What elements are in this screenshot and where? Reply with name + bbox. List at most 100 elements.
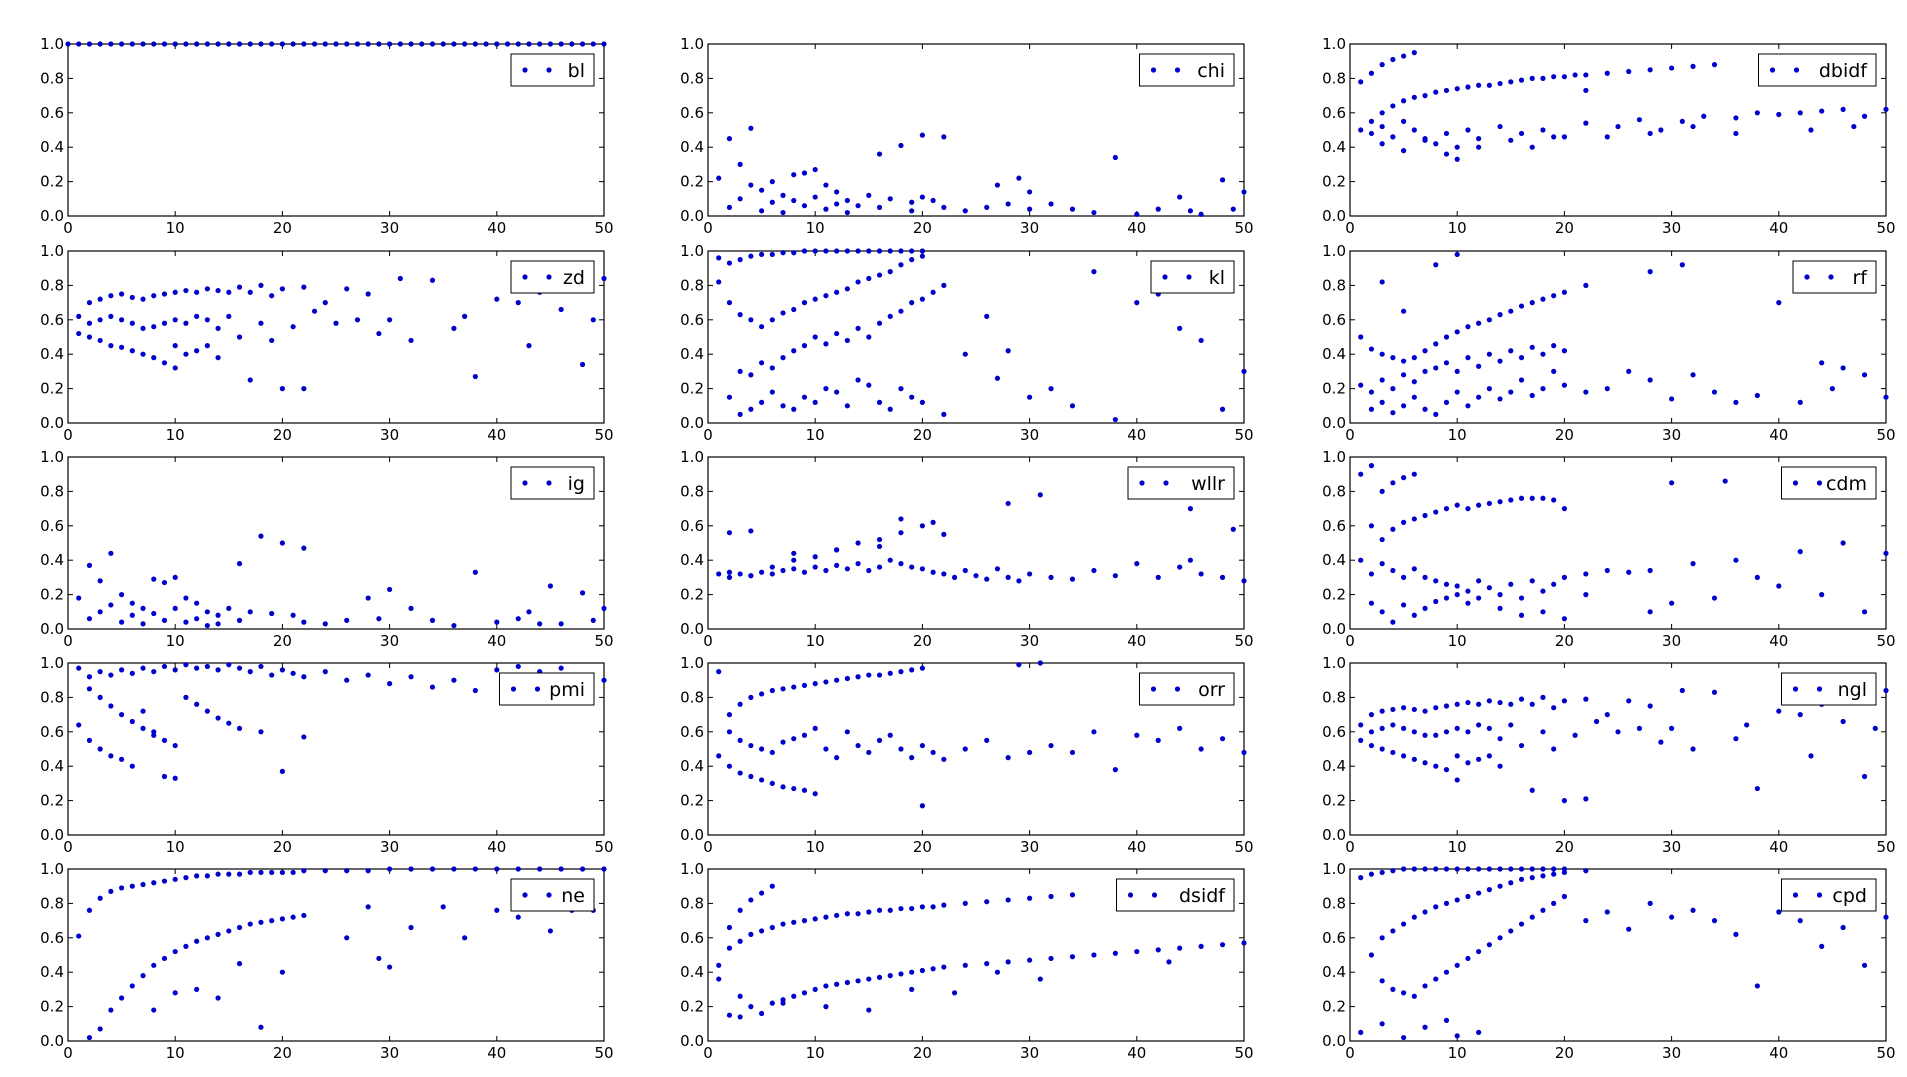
data-point	[226, 41, 232, 47]
y-tick-label: 0.0	[680, 207, 704, 225]
data-point	[429, 866, 436, 872]
data-point	[726, 569, 733, 575]
legend-marker	[1816, 480, 1823, 486]
data-point	[151, 669, 157, 675]
x-tick-label: 20	[273, 838, 292, 856]
data-point	[558, 621, 564, 627]
x-tick-label: 0	[1345, 838, 1355, 856]
x-tick-label: 40	[487, 632, 506, 650]
data-point	[129, 718, 135, 725]
y-tick-label: 1.0	[680, 860, 704, 878]
data-point	[1241, 189, 1247, 195]
data-point	[172, 990, 178, 996]
data-point	[780, 686, 786, 692]
data-point	[726, 530, 733, 536]
data-point	[1626, 698, 1632, 704]
data-point	[909, 248, 915, 254]
data-point	[1840, 718, 1846, 725]
data-point	[1529, 75, 1535, 81]
data-point	[151, 355, 157, 361]
data-point	[844, 403, 850, 409]
data-point	[1518, 130, 1525, 137]
data-point	[812, 725, 818, 731]
data-point	[1476, 1029, 1482, 1035]
data-point	[1497, 866, 1503, 872]
data-point	[451, 325, 457, 331]
data-point	[780, 209, 786, 216]
data-point	[76, 722, 82, 728]
x-tick-label: 40	[487, 219, 506, 237]
x-tick-label: 0	[63, 838, 73, 856]
data-point	[812, 681, 818, 687]
data-point	[1679, 687, 1685, 694]
data-point	[737, 907, 743, 913]
data-point	[547, 41, 554, 47]
data-point	[941, 134, 947, 140]
x-tick-label: 10	[166, 219, 185, 237]
data-point	[301, 619, 307, 625]
data-point	[1411, 379, 1417, 385]
data-point	[1486, 887, 1492, 893]
data-point	[748, 372, 754, 378]
data-point	[236, 617, 243, 624]
data-point	[86, 907, 93, 913]
data-point	[1134, 948, 1140, 955]
data-point	[97, 694, 103, 701]
data-point	[930, 569, 936, 575]
data-point	[601, 605, 607, 611]
data-point	[1454, 156, 1460, 162]
data-point	[1529, 701, 1535, 707]
data-point	[748, 931, 754, 937]
x-tick-label: 0	[63, 1044, 73, 1062]
x-tick-label: 20	[273, 1044, 292, 1062]
data-point	[601, 41, 607, 47]
data-point	[791, 993, 797, 999]
y-tick-label: 0.8	[680, 276, 704, 294]
y-tick-label: 0.6	[1322, 311, 1346, 329]
data-point	[1486, 698, 1492, 704]
legend-marker	[546, 480, 552, 486]
data-point	[1776, 708, 1782, 714]
legend-label: bl	[568, 60, 585, 82]
data-point	[1155, 737, 1161, 744]
data-point	[1390, 749, 1396, 756]
data-point	[1016, 662, 1022, 668]
y-tick-label: 1.0	[680, 654, 704, 672]
data-point	[1636, 117, 1643, 123]
data-point	[215, 871, 221, 877]
data-point	[866, 1007, 872, 1013]
y-tick-label: 0.0	[680, 414, 704, 432]
data-point	[1422, 1024, 1428, 1030]
data-point	[855, 540, 861, 546]
data-point	[1583, 389, 1589, 395]
data-point	[472, 373, 478, 380]
data-point	[1177, 945, 1183, 951]
data-point	[311, 41, 318, 47]
x-tick-label: 10	[806, 838, 825, 856]
x-tick-label: 10	[1448, 838, 1467, 856]
data-point	[194, 665, 200, 671]
data-point	[1112, 950, 1118, 956]
y-tick-label: 1.0	[40, 860, 64, 878]
data-point	[951, 990, 958, 996]
data-point	[1048, 201, 1054, 207]
x-tick-label: 10	[166, 632, 185, 650]
data-point	[1358, 471, 1364, 477]
data-point	[76, 595, 82, 601]
data-point	[1379, 399, 1385, 405]
data-point	[1476, 890, 1482, 896]
x-tick-label: 20	[1555, 426, 1574, 444]
data-point	[748, 528, 754, 534]
data-point	[129, 41, 135, 47]
data-point	[769, 571, 775, 577]
data-point	[119, 756, 125, 762]
data-point	[1540, 873, 1546, 879]
y-tick-label: 1.0	[1322, 242, 1346, 260]
data-point	[984, 313, 990, 319]
data-point	[994, 969, 1001, 975]
data-point	[780, 921, 786, 927]
data-point	[194, 313, 200, 319]
x-tick-label: 50	[1234, 219, 1253, 237]
y-tick-label: 0.6	[40, 517, 64, 535]
data-point	[1540, 729, 1546, 735]
